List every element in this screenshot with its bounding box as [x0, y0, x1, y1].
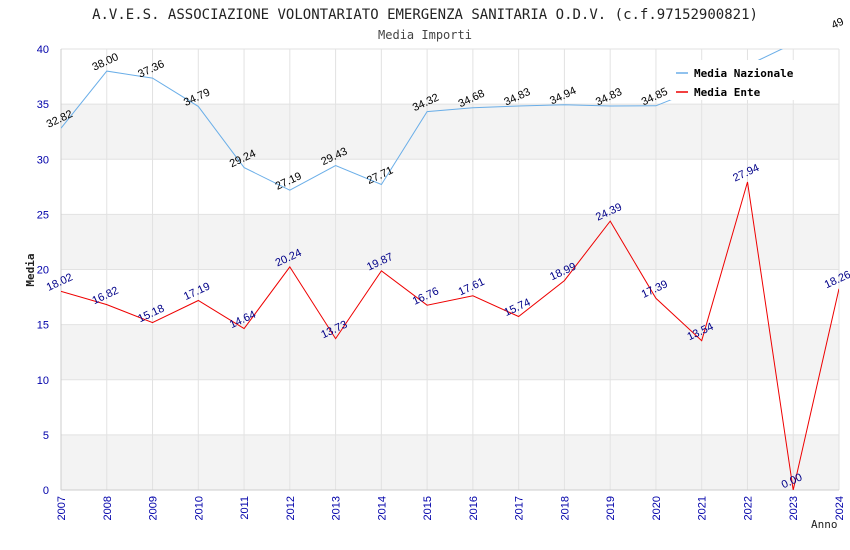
y-axis-label: Media — [24, 253, 37, 286]
plot-band — [61, 434, 839, 490]
chart-subtitle: Media Importi — [378, 28, 472, 42]
legend-entry: Media Ente — [694, 86, 761, 99]
legend: Media Nazionale Media Ente — [670, 60, 809, 100]
y-tick-label: 15 — [37, 320, 49, 332]
x-tick-label: 2024 — [834, 496, 846, 520]
y-tick-label: 10 — [37, 375, 49, 387]
y-tick-label: 30 — [37, 154, 49, 166]
axes: 0 5 10 15 20 25 30 35 40 2007 2008 2009 2010 2011 2012… — [37, 44, 846, 520]
y-tick-label: 5 — [43, 430, 49, 442]
x-tick-label: 2010 — [193, 496, 205, 520]
x-tick-label: 2011 — [239, 496, 251, 520]
x-tick-label: 2009 — [148, 496, 160, 520]
data-label: 49 — [830, 16, 846, 32]
series-line-media-ente — [61, 181, 839, 490]
plot-band — [61, 214, 839, 270]
x-tick-label: 2023 — [788, 496, 800, 520]
y-tick-label: 35 — [37, 99, 49, 111]
x-tick-label: 2014 — [376, 496, 388, 520]
x-tick-label: 2018 — [559, 496, 571, 520]
x-tick-label: 2016 — [468, 496, 480, 520]
plot-band — [61, 379, 839, 435]
x-tick-label: 2017 — [514, 496, 526, 520]
legend-box — [670, 60, 809, 100]
x-axis-label: Anno — [811, 518, 838, 531]
plot-band — [61, 159, 839, 215]
chart-title: A.V.E.S. ASSOCIAZIONE VOLONTARIATO EMERG… — [92, 7, 758, 23]
plot-band — [61, 104, 839, 160]
x-tick-label: 2020 — [651, 496, 663, 520]
plot-bands — [61, 49, 839, 490]
x-tick-label: 2019 — [605, 496, 617, 520]
x-tick-label: 2012 — [285, 496, 297, 520]
x-tick-label: 2013 — [331, 496, 343, 520]
y-tick-label: 40 — [37, 44, 49, 56]
y-tick-label: 20 — [37, 265, 49, 277]
x-tick-label: 2008 — [102, 496, 114, 520]
y-tick-label: 25 — [37, 209, 49, 221]
legend-entry: Media Nazionale — [694, 67, 794, 80]
y-tick-label: 0 — [43, 485, 49, 497]
x-tick-label: 2022 — [742, 496, 754, 520]
x-tick-label: 2007 — [56, 496, 68, 520]
plot-band — [61, 269, 839, 325]
plot-band — [61, 324, 839, 380]
x-tick-label: 2015 — [422, 496, 434, 520]
x-tick-label: 2021 — [697, 496, 709, 520]
